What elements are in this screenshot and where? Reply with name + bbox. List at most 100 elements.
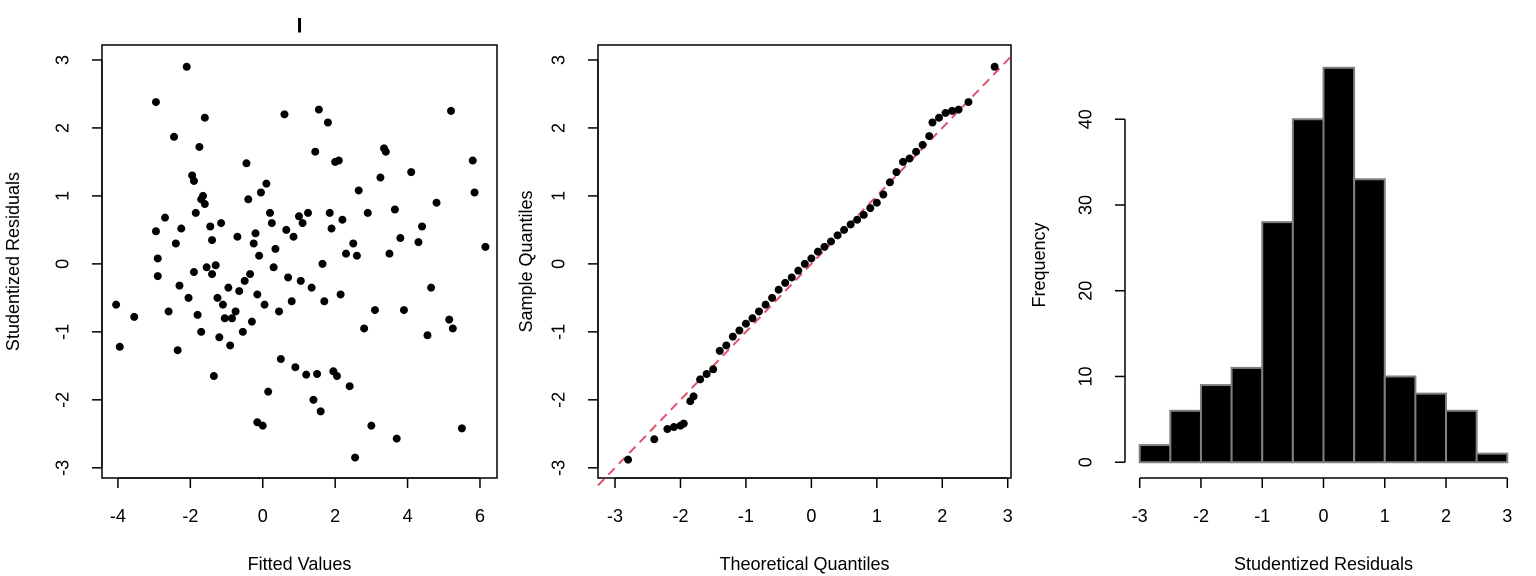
point bbox=[213, 293, 222, 302]
point bbox=[264, 387, 273, 396]
x-tick-label: 0 bbox=[806, 506, 816, 526]
bar bbox=[1169, 409, 1202, 464]
point bbox=[247, 317, 256, 326]
point bbox=[385, 249, 394, 258]
point bbox=[709, 365, 718, 374]
point bbox=[928, 118, 937, 127]
point bbox=[468, 156, 477, 165]
x-tick-label: 6 bbox=[475, 506, 485, 526]
point bbox=[392, 434, 401, 443]
point bbox=[447, 106, 456, 115]
point bbox=[332, 372, 341, 381]
point bbox=[200, 113, 209, 122]
point bbox=[481, 242, 490, 251]
point bbox=[624, 455, 633, 464]
point bbox=[313, 369, 322, 378]
bar bbox=[1322, 66, 1356, 464]
point bbox=[175, 281, 184, 290]
point bbox=[741, 319, 750, 328]
point bbox=[218, 300, 227, 309]
point bbox=[302, 370, 311, 379]
point bbox=[309, 395, 318, 404]
point bbox=[255, 251, 264, 260]
point bbox=[130, 312, 139, 321]
y-tick-label: 0 bbox=[53, 259, 73, 269]
point bbox=[217, 219, 226, 228]
point bbox=[265, 208, 274, 217]
x-tick-label: 0 bbox=[258, 506, 268, 526]
bar bbox=[1291, 118, 1325, 464]
point bbox=[925, 132, 934, 141]
point bbox=[696, 375, 705, 384]
point bbox=[151, 98, 160, 107]
bar bbox=[1475, 452, 1509, 464]
y-tick-label: 10 bbox=[1076, 366, 1096, 386]
point bbox=[240, 276, 249, 285]
point bbox=[367, 421, 376, 430]
point bbox=[311, 147, 320, 156]
point bbox=[407, 168, 416, 177]
x-tick-label: -3 bbox=[1132, 506, 1148, 526]
point bbox=[768, 293, 777, 302]
x-tick-label: 4 bbox=[403, 506, 413, 526]
point bbox=[755, 307, 764, 316]
y-axis-label: Studentized Residuals bbox=[3, 172, 23, 351]
point bbox=[282, 225, 291, 234]
x-tick-label: -2 bbox=[182, 506, 198, 526]
point bbox=[794, 266, 803, 275]
point bbox=[307, 283, 316, 292]
point bbox=[206, 222, 215, 231]
point bbox=[899, 157, 908, 166]
point bbox=[918, 140, 927, 149]
point bbox=[227, 314, 236, 323]
x-tick-label: -1 bbox=[738, 506, 754, 526]
point bbox=[941, 108, 950, 117]
point bbox=[840, 225, 849, 234]
point bbox=[112, 300, 121, 309]
y-tick-label: 3 bbox=[53, 55, 73, 65]
point bbox=[859, 210, 868, 219]
x-tick-label: 0 bbox=[1318, 506, 1328, 526]
point bbox=[423, 331, 432, 340]
point bbox=[233, 232, 242, 241]
point bbox=[885, 178, 894, 187]
y-axis-label: Sample Quantiles bbox=[516, 190, 536, 332]
bar bbox=[1138, 444, 1172, 464]
point bbox=[195, 142, 204, 151]
point bbox=[807, 254, 816, 263]
point bbox=[948, 106, 957, 115]
point bbox=[296, 276, 305, 285]
point bbox=[872, 198, 881, 207]
point bbox=[338, 215, 347, 224]
y-tick-label: 20 bbox=[1076, 281, 1096, 301]
point bbox=[269, 263, 278, 272]
point bbox=[325, 208, 334, 217]
point bbox=[813, 247, 822, 256]
point bbox=[256, 188, 265, 197]
point bbox=[866, 204, 875, 213]
plot-box bbox=[101, 44, 498, 479]
y-axis-label: Frequency bbox=[1029, 222, 1049, 307]
reference-line bbox=[597, 55, 1012, 487]
y-tick-label: 0 bbox=[1076, 457, 1096, 467]
point bbox=[208, 236, 217, 245]
y-tick-label: 1 bbox=[549, 191, 569, 201]
point bbox=[351, 453, 360, 462]
point bbox=[990, 62, 999, 71]
point bbox=[702, 369, 711, 378]
point bbox=[349, 239, 358, 248]
point bbox=[427, 283, 436, 292]
y-tick-label: -3 bbox=[53, 460, 73, 476]
point bbox=[280, 110, 289, 119]
y-tick-label: 30 bbox=[1076, 195, 1096, 215]
point bbox=[418, 222, 427, 231]
point bbox=[892, 168, 901, 177]
y-tick-label: 40 bbox=[1076, 109, 1096, 129]
y-tick-label: 2 bbox=[549, 123, 569, 133]
y-tick-label: -2 bbox=[53, 392, 73, 408]
x-tick-label: -2 bbox=[672, 506, 688, 526]
point bbox=[244, 195, 253, 204]
point bbox=[153, 254, 162, 263]
point bbox=[115, 342, 124, 351]
